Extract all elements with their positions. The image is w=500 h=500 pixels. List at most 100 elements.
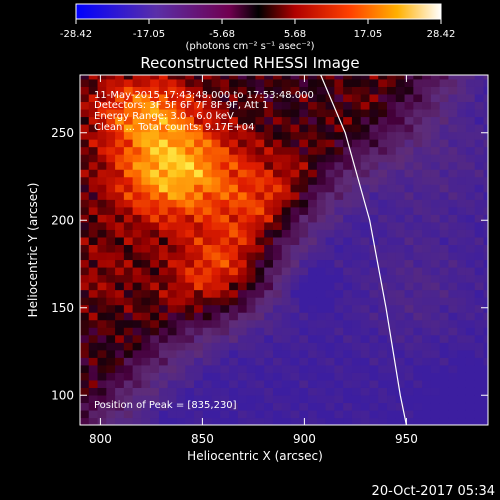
heatmap-cell bbox=[185, 176, 195, 185]
heatmap-cell bbox=[255, 108, 265, 118]
heatmap-cell bbox=[185, 357, 195, 366]
heatmap-cell bbox=[430, 221, 441, 230]
heatmap-cell bbox=[290, 372, 300, 381]
heatmap-cell bbox=[395, 379, 406, 388]
heatmap-cell bbox=[264, 409, 274, 419]
heatmap-cell bbox=[369, 312, 379, 321]
heatmap-cell bbox=[316, 364, 327, 373]
heatmap-cell bbox=[369, 357, 379, 366]
heatmap-cell bbox=[246, 282, 257, 291]
heatmap-cell bbox=[281, 214, 292, 223]
heatmap-cell bbox=[88, 349, 99, 358]
heatmap-cell bbox=[80, 394, 90, 404]
heatmap-cell bbox=[123, 297, 134, 306]
heatmap-cell bbox=[290, 409, 300, 419]
heatmap-cell bbox=[422, 229, 432, 238]
heatmap-cell bbox=[439, 108, 450, 118]
heatmap-cell bbox=[132, 402, 142, 411]
heatmap-cell bbox=[106, 176, 116, 185]
heatmap-cell bbox=[176, 334, 186, 343]
heatmap-cell bbox=[264, 116, 274, 125]
heatmap-cell bbox=[439, 221, 450, 230]
heatmap-cell bbox=[272, 259, 283, 268]
heatmap-cell bbox=[448, 86, 458, 95]
heatmap-cell bbox=[308, 169, 318, 178]
heatmap-cell bbox=[369, 86, 379, 95]
heatmap-cell bbox=[299, 312, 309, 321]
heatmap-cell bbox=[106, 184, 116, 193]
heatmap-cell bbox=[483, 304, 488, 313]
heatmap-cell bbox=[150, 214, 160, 223]
heatmap-cell bbox=[97, 327, 107, 336]
heatmap-cell bbox=[158, 116, 169, 125]
heatmap-cell bbox=[343, 131, 353, 140]
heatmap-cell bbox=[316, 229, 327, 238]
heatmap-cell bbox=[448, 266, 458, 276]
heatmap-cell bbox=[334, 184, 344, 193]
heatmap-cell bbox=[308, 297, 318, 306]
heatmap-cell bbox=[80, 139, 90, 148]
heatmap-cell bbox=[483, 387, 488, 396]
heatmap-cell bbox=[272, 364, 283, 373]
heatmap-cell bbox=[369, 372, 379, 381]
heatmap-cell bbox=[80, 184, 90, 193]
heatmap-cell bbox=[378, 108, 388, 118]
heatmap-cell bbox=[272, 101, 283, 110]
heatmap-cell bbox=[457, 266, 467, 276]
heatmap-cell bbox=[430, 319, 441, 328]
heatmap-cell bbox=[176, 289, 186, 298]
heatmap-cell bbox=[255, 221, 265, 230]
heatmap-cell bbox=[387, 169, 397, 178]
heatmap-cell bbox=[185, 334, 195, 343]
heatmap-cell bbox=[343, 169, 353, 178]
heatmap-cell bbox=[246, 244, 257, 253]
heatmap-cell bbox=[80, 417, 90, 425]
heatmap-cell bbox=[211, 417, 221, 425]
heatmap-cell bbox=[158, 176, 169, 185]
heatmap-cell bbox=[483, 244, 488, 253]
heatmap-cell bbox=[439, 184, 450, 193]
heatmap-cell bbox=[264, 312, 274, 321]
heatmap-cell bbox=[237, 176, 248, 185]
heatmap-cell bbox=[290, 312, 300, 321]
heatmap-cell bbox=[413, 372, 423, 381]
heatmap-cell bbox=[167, 131, 178, 140]
heatmap-cell bbox=[360, 101, 371, 110]
heatmap-cell bbox=[88, 297, 99, 306]
heatmap-cell bbox=[264, 139, 274, 148]
heatmap-cell bbox=[229, 108, 239, 118]
heatmap-cell bbox=[387, 259, 397, 268]
heatmap-cell bbox=[88, 93, 99, 103]
heatmap-cell bbox=[395, 191, 406, 200]
heatmap-cell bbox=[457, 402, 467, 411]
heatmap-cell bbox=[264, 319, 274, 328]
heatmap-cell bbox=[141, 176, 151, 185]
heatmap-cell bbox=[474, 349, 485, 358]
heatmap-cell bbox=[430, 206, 441, 215]
heatmap-cell bbox=[194, 417, 204, 425]
heatmap-cell bbox=[351, 251, 362, 261]
heatmap-cell bbox=[150, 402, 160, 411]
heatmap-cell bbox=[351, 364, 362, 373]
heatmap-cell bbox=[202, 297, 213, 306]
heatmap-cell bbox=[387, 319, 397, 328]
heatmap-cell bbox=[351, 319, 362, 328]
heatmap-cell bbox=[395, 334, 406, 343]
heatmap-cell bbox=[211, 312, 221, 321]
heatmap-cell bbox=[474, 334, 485, 343]
heatmap-cell bbox=[351, 327, 362, 336]
heatmap-cell bbox=[106, 319, 116, 328]
heatmap-cell bbox=[343, 244, 353, 253]
heatmap-cell bbox=[202, 161, 213, 170]
heatmap-cell bbox=[483, 116, 488, 125]
heatmap-cell bbox=[422, 282, 432, 291]
heatmap-cell bbox=[229, 206, 239, 215]
heatmap-cell bbox=[378, 304, 388, 313]
heatmap-cell bbox=[281, 304, 292, 313]
heatmap-cell bbox=[430, 402, 441, 411]
heatmap-cell bbox=[395, 93, 406, 103]
heatmap-cell bbox=[448, 75, 458, 80]
heatmap-cell bbox=[299, 372, 309, 381]
heatmap-cell bbox=[290, 357, 300, 366]
heatmap-cell bbox=[430, 274, 441, 283]
